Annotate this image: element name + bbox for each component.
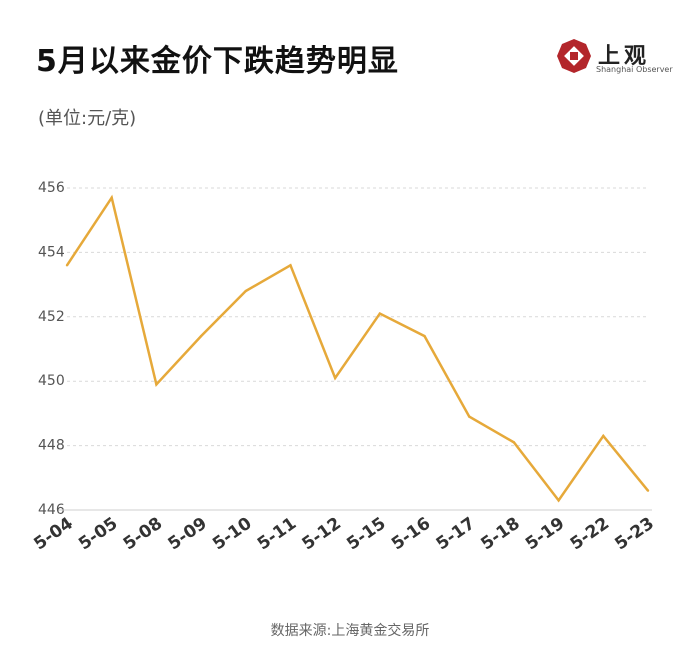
x-tick-label: 5-10 [209,513,255,554]
data-point [289,264,292,267]
data-point [512,441,516,444]
x-axis: 5-045-055-085-095-105-115-125-155-165-17… [30,513,657,554]
x-tick: 5-12 [299,514,345,555]
y-axis: 446 448 450 452 454 456 [38,180,652,518]
x-tick-label: 5-15 [343,514,389,555]
x-tick: 5-16 [388,514,434,555]
x-tick-label: 5-12 [299,514,345,555]
data-point [602,434,605,438]
x-tick: 5-05 [75,514,121,555]
y-tick-label: 454 [38,244,65,260]
x-tick: 5-22 [567,514,613,555]
series-layer [65,194,650,503]
x-tick: 5-19 [522,514,568,555]
x-tick: 5-23 [611,514,657,555]
x-tick-label: 5-08 [120,514,166,555]
y-tick-label: 448 [38,438,65,454]
x-tick-label: 5-11 [254,514,300,555]
data-point [646,489,650,492]
x-tick: 5-11 [254,514,300,555]
data-point [423,334,426,338]
x-tick: 5-04 [30,513,76,554]
x-tick-label: 5-09 [165,514,211,555]
x-tick-label: 5-05 [75,514,121,555]
x-tick: 5-17 [433,514,479,555]
shanghai-observer-logo: 上观 Shanghai Observer [556,38,673,78]
data-point [557,499,560,502]
data-point [333,376,337,380]
x-tick-label: 5-18 [477,514,523,555]
x-tick-label: 5-22 [567,514,613,555]
y-tick-label: 452 [38,309,65,325]
x-tick: 5-08 [120,514,166,555]
x-tick-label: 5-19 [522,514,568,555]
x-tick: 5-09 [165,514,211,555]
x-tick-label: 5-16 [388,514,434,555]
unit-label: (单位:元/克) [38,108,137,129]
x-tick: 5-15 [343,514,389,555]
data-point [244,289,247,293]
y-tick-label: 450 [38,373,65,389]
y-tick-label: 446 [38,502,65,518]
grid-lines [67,187,648,511]
data-point [65,264,69,267]
data-point [110,196,113,199]
data-source: 数据来源:上海黄金交易所 [270,623,430,639]
data-point [155,383,158,386]
logo-mark-icon [557,39,591,73]
x-tick-label: 5-23 [611,514,657,555]
logo-english-text: Shanghai Observer [596,65,673,74]
data-point [378,312,382,315]
chart-title: 5月以来金价下跌趋势明显 [36,44,399,79]
x-tick: 5-18 [477,514,523,555]
x-tick: 5-10 [209,513,255,554]
y-tick-label: 456 [38,180,65,196]
data-point [468,415,471,418]
data-point [199,334,203,338]
logo-chinese-text: 上观 [598,44,651,69]
series-line [65,194,649,503]
x-tick-label: 5-04 [30,513,76,554]
x-tick-label: 5-17 [433,514,479,555]
